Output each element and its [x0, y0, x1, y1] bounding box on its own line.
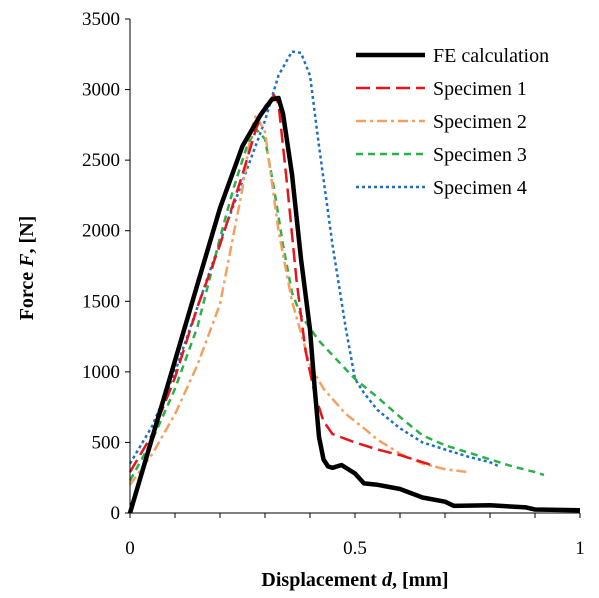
x-axis-title-part-1: Displacement: [261, 569, 382, 591]
y-tick-label: 3000: [82, 80, 120, 101]
legend-label: Specimen 2: [433, 111, 527, 133]
y-tick-label: 2000: [82, 221, 120, 242]
y-axis-title-part-3: , [N]: [16, 216, 38, 254]
x-tick-label: 0.5: [343, 538, 367, 559]
y-axis-title-part-1: Force: [16, 267, 38, 321]
plot-series-group: [127, 50, 581, 514]
series-line-specimen-1: [128, 93, 437, 473]
legend-label: Specimen 4: [433, 177, 527, 199]
x-axis-title-part-3: , [mm]: [392, 569, 449, 591]
y-tick-label: 2500: [82, 150, 120, 171]
y-axis-title: Force F, [N]: [16, 216, 38, 321]
y-tick-label: 0: [111, 503, 121, 524]
series-line-fe-calculation: [127, 95, 581, 514]
series-line-specimen-2: [128, 113, 468, 486]
legend-label: Specimen 3: [433, 144, 527, 166]
axes-group: [125, 18, 581, 518]
legend-label: FE calculation: [433, 45, 549, 67]
tick-labels-group: 0 500 1000 1500 2000 2500 3000 3500 0 0.5 1: [82, 9, 585, 559]
legend: FE calculation Specimen 1 Specimen 2 Specim…: [356, 45, 549, 199]
y-axis-title-variable: F: [16, 253, 38, 268]
y-tick-label: 1500: [82, 291, 120, 312]
x-tick-label: 0: [125, 538, 135, 559]
y-tick-label: 500: [92, 432, 121, 453]
y-tick-label: 1000: [82, 362, 120, 383]
x-axis-title-variable: d: [382, 569, 393, 591]
x-axis-title: Displacement d, [mm]: [261, 569, 448, 591]
legend-label: Specimen 1: [433, 78, 527, 100]
y-tick-label: 3500: [82, 9, 120, 30]
x-tick-label: 1: [575, 538, 585, 559]
